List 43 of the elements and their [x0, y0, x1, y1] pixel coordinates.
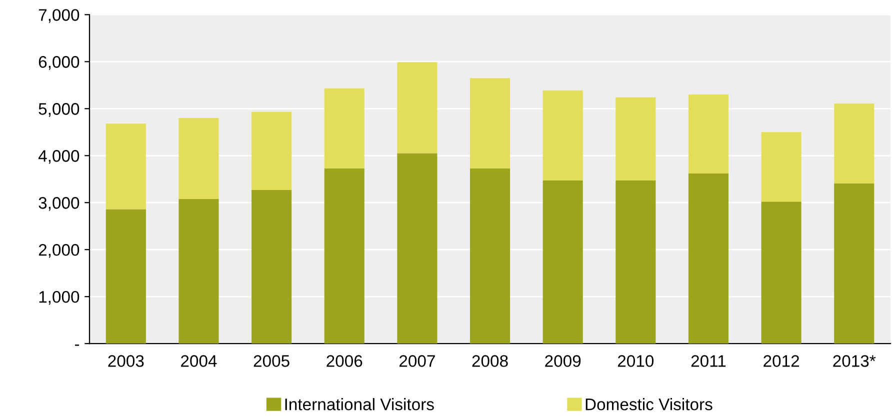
bar	[542, 180, 583, 344]
bar	[688, 94, 728, 174]
x-tick-label: 2012	[764, 355, 799, 367]
bar	[106, 124, 146, 210]
bar	[324, 168, 364, 344]
bar	[106, 209, 146, 344]
y-tick-label: 5,000	[38, 103, 80, 117]
bar	[761, 132, 802, 202]
x-tick-label: 2006	[326, 355, 362, 367]
y-tick-label: 1,000	[39, 290, 80, 305]
y-tick-label: 6,000	[38, 56, 80, 70]
bar	[178, 118, 219, 199]
x-tick-label: 2004	[181, 355, 217, 367]
bar	[761, 202, 802, 344]
bar	[252, 112, 292, 190]
bar	[470, 168, 510, 344]
bar	[616, 180, 656, 344]
x-tick-label: 2010	[618, 355, 654, 367]
x-tick-label: 2008	[472, 355, 508, 367]
x-tick-label: 2009	[545, 355, 581, 367]
legend-label: International Visitors	[285, 398, 434, 410]
y-tick-label: -	[74, 344, 80, 346]
bar	[178, 198, 219, 344]
y-tick-label: 4,000	[38, 150, 80, 164]
y-tick-label: 7,000	[38, 9, 80, 23]
x-tick-label: 2003	[108, 355, 144, 367]
bar	[834, 183, 874, 344]
bar	[834, 103, 874, 184]
bar	[397, 62, 438, 154]
legend-label: Domestic Visitors	[586, 398, 712, 410]
y-tick-label: 3,000	[38, 197, 80, 211]
bar	[252, 190, 292, 344]
x-tick-label: 2007	[399, 355, 435, 367]
bar	[470, 78, 510, 168]
bar	[324, 88, 364, 168]
x-tick-label: 2011	[691, 355, 726, 367]
x-tick-label: 2005	[254, 355, 290, 367]
bar	[542, 90, 583, 181]
bar	[688, 173, 728, 344]
x-tick-label: 2013*	[833, 355, 876, 367]
bar	[397, 153, 438, 344]
bar	[616, 97, 656, 181]
y-tick-label: 2,000	[38, 244, 80, 258]
